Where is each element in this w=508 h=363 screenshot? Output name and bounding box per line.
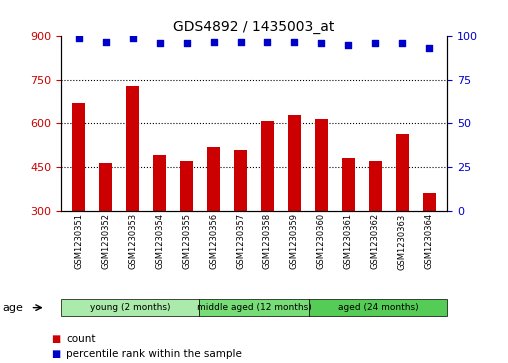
Point (318, 40, 326, 46)
Text: percentile rank within the sample: percentile rank within the sample (66, 349, 242, 359)
Text: ■: ■ (51, 349, 60, 359)
Point (398, 40, 406, 46)
Bar (288, 115, 301, 211)
Point (264, 38, 272, 44)
Bar (261, 121, 274, 211)
Bar (315, 119, 328, 211)
Bar (234, 150, 247, 211)
Point (129, 35, 137, 41)
Bar (126, 86, 139, 211)
Point (344, 42, 353, 48)
Point (155, 40, 164, 46)
Text: aged (24 months): aged (24 months) (338, 303, 419, 312)
Point (102, 38, 110, 44)
Bar (342, 158, 355, 211)
Point (291, 38, 299, 44)
Text: age: age (3, 303, 23, 313)
Bar (153, 155, 166, 211)
Point (209, 38, 217, 44)
Bar (207, 147, 220, 211)
Bar (99, 163, 112, 211)
Bar (72, 103, 85, 211)
Point (75, 35, 83, 41)
Point (425, 46, 433, 52)
Point (182, 40, 190, 46)
Title: GDS4892 / 1435003_at: GDS4892 / 1435003_at (173, 20, 335, 34)
Bar (369, 161, 382, 211)
Bar (396, 134, 409, 211)
Text: count: count (66, 334, 96, 344)
Text: middle aged (12 months): middle aged (12 months) (197, 303, 311, 312)
Bar (180, 161, 193, 211)
Text: ■: ■ (51, 334, 60, 344)
Text: young (2 months): young (2 months) (89, 303, 170, 312)
Bar (423, 193, 436, 211)
Point (236, 38, 244, 44)
Point (371, 40, 379, 46)
